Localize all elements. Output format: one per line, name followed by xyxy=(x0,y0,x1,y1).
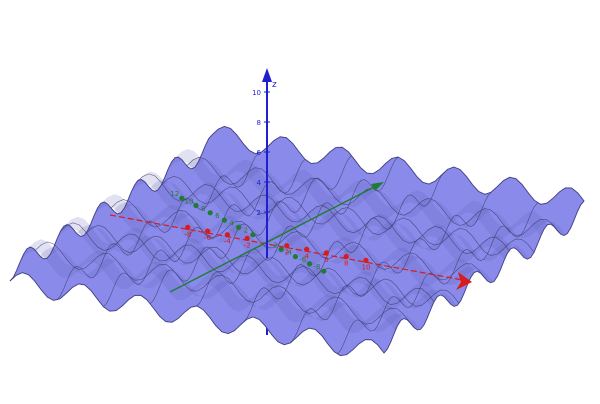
y-axis-tick-dot xyxy=(207,210,213,216)
surface-shade-band xyxy=(131,171,512,263)
surface-mesh-line xyxy=(9,134,213,282)
x-axis-tick-label: 6 xyxy=(324,256,329,264)
surface-mesh-line xyxy=(103,159,306,307)
z-axis-tick-label: 6 xyxy=(257,149,262,157)
surface-shade-band xyxy=(58,216,439,310)
surface-mesh-line xyxy=(383,200,585,354)
x-axis-arrow xyxy=(456,272,472,290)
y-axis-tick-label: -8 xyxy=(313,263,320,271)
z-axis-tick-label: 4 xyxy=(257,179,262,187)
y-axis: -8 -6 -4 -2 2 4 6 8 10 12 xyxy=(169,182,384,293)
x-axis-tick-label: 4 xyxy=(304,252,309,260)
x-axis-tick-dot xyxy=(205,228,211,234)
y-axis-tick-label: 6 xyxy=(215,212,220,220)
y-axis-tick-label: -2 xyxy=(271,241,278,249)
z-axis-tick-label: 10 xyxy=(252,89,261,97)
y-axis-tick-dot xyxy=(250,232,256,238)
x-axis-tick-dot xyxy=(304,246,310,252)
surface-mesh-line xyxy=(337,202,538,355)
x-axis-line xyxy=(109,214,469,282)
x-axis-tick-dot xyxy=(284,243,290,249)
x-axis-tick-label: -8 xyxy=(184,230,191,238)
wavy-surface xyxy=(9,125,585,357)
y-axis-tick-dot xyxy=(278,246,284,252)
y-axis-tick-label: 2 xyxy=(244,227,248,235)
y-axis-tick-dot xyxy=(193,202,199,209)
y-axis-tick-dot xyxy=(221,217,227,223)
y-axis-tick-label: -4 xyxy=(285,249,293,257)
x-axis: -8 -6 -4 -2 2 4 6 8 10 xyxy=(109,214,472,290)
y-axis-tick-dot xyxy=(179,195,185,201)
y-axis-tick-dot xyxy=(236,224,242,230)
x-axis-tick-dot xyxy=(224,232,230,238)
z-axis: z 2 4 6 8 10 xyxy=(252,68,277,258)
x-axis-tick-dot xyxy=(343,254,349,260)
z-axis-arrow xyxy=(262,68,272,82)
y-axis-tick-label: 12 xyxy=(170,190,179,198)
y-axis-tick-dot xyxy=(292,254,298,260)
x-axis-tick-dot xyxy=(323,250,329,256)
x-axis-tick-dot xyxy=(244,235,250,241)
surface-shade-band xyxy=(149,179,530,262)
surface-shade-band xyxy=(113,202,494,286)
y-axis-tick-dot xyxy=(307,261,313,267)
surface-shade-band xyxy=(39,247,421,333)
z-axis-tick-label: 8 xyxy=(257,119,261,127)
y-axis-line xyxy=(169,183,381,293)
y-axis-arrow xyxy=(371,182,384,191)
z-axis-tick-label: 2 xyxy=(257,209,261,217)
y-axis-tick-label: -6 xyxy=(299,256,307,264)
y-axis-tick-dot xyxy=(321,268,327,274)
surface-shade-band xyxy=(21,239,403,334)
surface-mesh-line xyxy=(56,153,259,301)
x-axis-tick-label: 8 xyxy=(344,260,348,268)
y-axis-tick-label: 4 xyxy=(229,219,234,227)
surface-shade-band xyxy=(94,194,475,287)
surface-mesh-line xyxy=(196,156,399,307)
x-axis-tick-label: 10 xyxy=(362,263,371,271)
y-axis-tick-label: 10 xyxy=(185,198,194,206)
x-axis-tick-dot xyxy=(185,224,191,230)
x-axis-tick-dot xyxy=(363,257,369,263)
y-axis-tick-label: 8 xyxy=(201,205,205,213)
surface-mesh-line xyxy=(290,192,492,343)
x-axis-tick-label: -2 xyxy=(244,241,251,249)
surface-shade-band xyxy=(76,224,457,309)
surface-mesh-line xyxy=(243,171,445,322)
x-axis-tick-label: -6 xyxy=(204,234,212,242)
x-axis-tick-label: -4 xyxy=(224,238,232,246)
surface-shade-band xyxy=(168,149,548,240)
x-axis-tick-label: 2 xyxy=(285,249,289,257)
surface-mesh-line xyxy=(150,155,352,304)
z-axis-label: z xyxy=(272,80,277,90)
